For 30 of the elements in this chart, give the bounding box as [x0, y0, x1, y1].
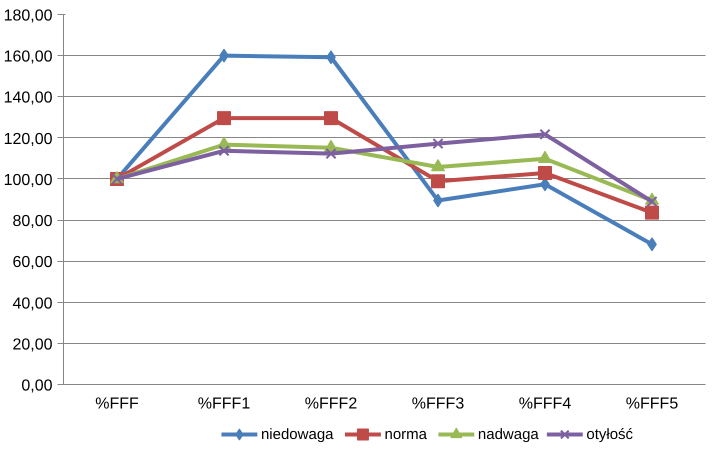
- y-tick-label: 160,00: [4, 48, 53, 66]
- legend-label: norma: [384, 426, 428, 443]
- point: [325, 148, 337, 160]
- y-tick-label: 140,00: [4, 90, 53, 107]
- x-tick-label: %FFF4: [518, 396, 572, 412]
- point: [646, 196, 658, 208]
- x-tick-label: %FFF1: [198, 396, 250, 412]
- point: [432, 138, 444, 150]
- y-tick-label: 180,00: [4, 8, 53, 24]
- y-tick-label: 40,00: [12, 295, 53, 312]
- x-tick-label: %FFF3: [412, 396, 464, 412]
- legend-label: nadwaga: [478, 426, 540, 443]
- point: [539, 128, 551, 140]
- point: [538, 166, 552, 180]
- point: [645, 206, 659, 220]
- legend-label: otyłość: [586, 426, 634, 443]
- x-tick-label: %FFF2: [304, 396, 358, 412]
- y-tick-label: 120,00: [4, 130, 53, 148]
- y-tick-label: 0,00: [21, 378, 53, 394]
- y-tick-label: 100,00: [4, 172, 53, 189]
- point: [218, 145, 230, 156]
- x-tick-label: %FFF5: [626, 396, 678, 412]
- point: [324, 111, 338, 126]
- x-tick-label: %FFF: [95, 396, 139, 412]
- y-tick-label: 20,00: [12, 336, 53, 354]
- point: [217, 111, 231, 126]
- y-tick-label: 80,00: [12, 213, 53, 230]
- legend-label: niedowaga: [260, 426, 334, 443]
- y-tick-label: 60,00: [12, 254, 53, 272]
- point: [431, 174, 445, 188]
